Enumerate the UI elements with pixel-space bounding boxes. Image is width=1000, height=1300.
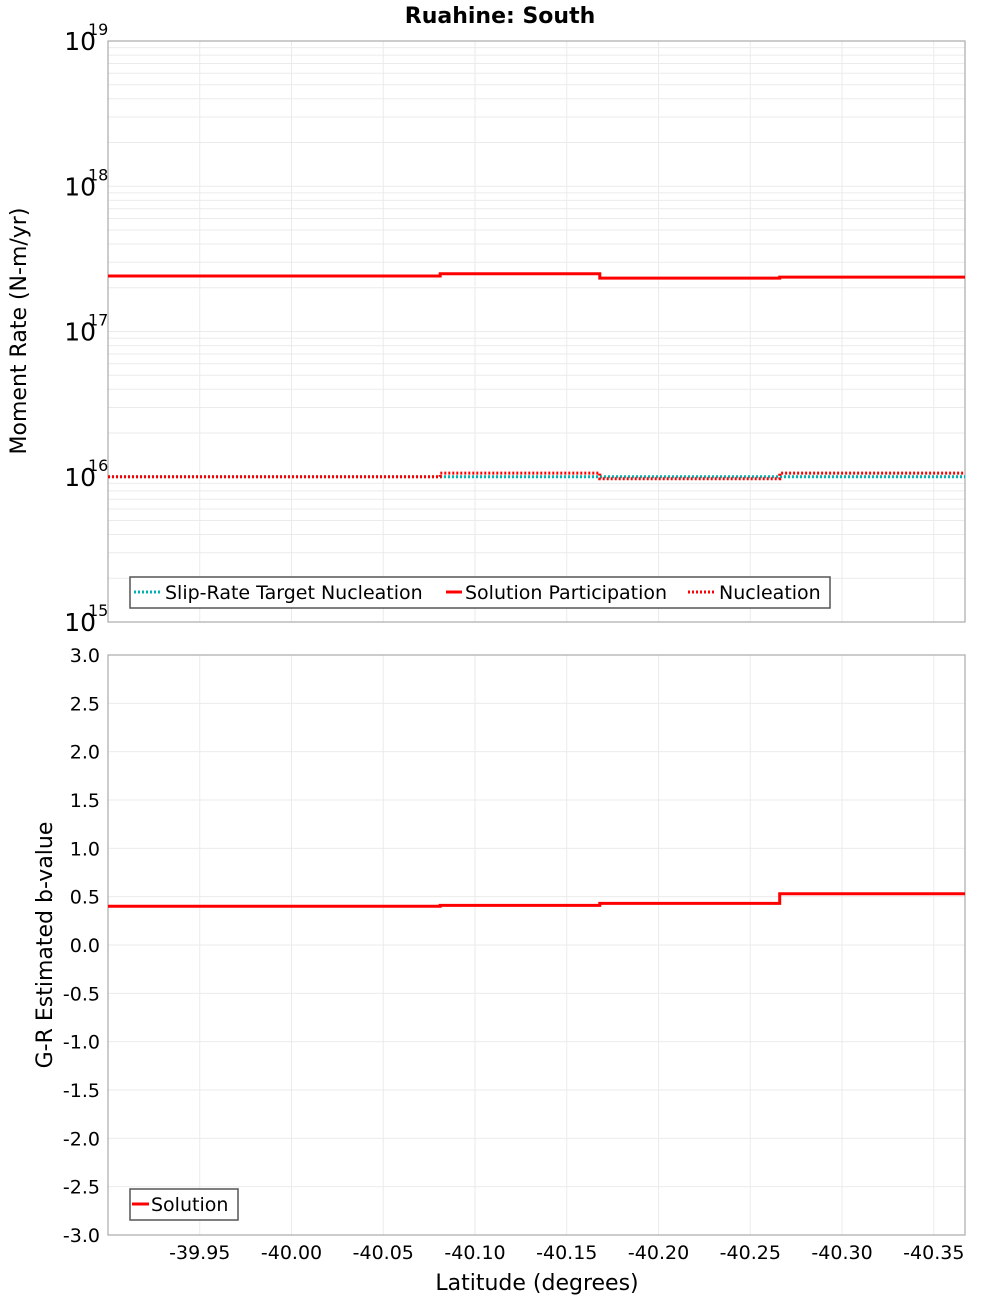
bottom-y-axis-label: G-R Estimated b-value [33,822,58,1069]
bottom-y-tick-label: 0.5 [70,887,100,909]
top-y-tick-label: 10 [64,463,96,492]
top-y-tick-label: 10 [64,608,96,637]
top-y-tick-label: 10 [64,27,96,56]
top-plot-frame [107,40,966,623]
top-series [108,272,965,481]
legend-solution-label: Solution [151,1194,228,1216]
top-y-tick-exponent: 18 [88,165,108,184]
bottom-y-tick-label: -1.0 [63,1032,100,1054]
bottom-y-tick-label: 0.0 [70,935,100,957]
bottom-y-tick-label: -2.5 [63,1177,100,1199]
legend-nucleation-label: Nucleation [719,582,821,604]
series-solution-participation [108,272,965,280]
bottom-y-tick-label: 1.0 [70,838,100,860]
x-axis-ticks: -39.95 -40.00 -40.05 -40.10 -40.15 -40.20 -40.… [169,1242,964,1264]
bottom-y-tick-label: 3.0 [70,645,100,667]
top-y-tick-exponent: 15 [88,601,108,620]
top-y-tick-exponent: 17 [88,311,108,330]
bottom-y-tick-label: 2.5 [70,693,100,715]
legend-participation-label: Solution Participation [465,582,667,604]
x-tick-label: -40.10 [444,1242,505,1264]
series-solution [108,892,965,908]
x-tick-label: -40.25 [720,1242,781,1264]
top-y-tick-exponent: 16 [88,456,108,475]
bottom-plot-frame [107,654,966,1236]
x-tick-label: -40.15 [536,1242,597,1264]
x-tick-label: -40.35 [903,1242,964,1264]
x-tick-label: -39.95 [169,1242,230,1264]
bottom-y-ticks: 3.0 2.5 2.0 1.5 1.0 0.5 0.0 -0.5 -1.0 -1.5 -2.0 -2.… [63,645,100,1247]
bottom-panel: 3.0 2.5 2.0 1.5 1.0 0.5 0.0 -0.5 -1.0 -1.5 -2.0 -2.… [33,645,966,1296]
series-nucleation [108,471,965,481]
bottom-y-tick-label: -1.5 [63,1080,100,1102]
bottom-y-tick-label: 1.5 [70,790,100,812]
bottom-y-tick-label: -0.5 [63,983,100,1005]
top-y-axis-label: Moment Rate (N-m/yr) [7,208,32,455]
x-tick-label: -40.05 [353,1242,414,1264]
top-y-tick-label: 10 [64,318,96,347]
bottom-grid [108,654,965,1236]
bottom-legend: Solution [129,1188,239,1221]
bottom-y-tick-label: 2.0 [70,742,100,764]
x-tick-label: -40.30 [811,1242,872,1264]
bottom-y-tick-label: -2.0 [63,1128,100,1150]
x-tick-label: -40.20 [628,1242,689,1264]
chart-title: Ruahine: South [405,4,596,29]
legend-target-label: Slip-Rate Target Nucleation [165,582,423,604]
top-legend: Slip-Rate Target Nucleation Solution Par… [129,576,831,609]
x-axis-label: Latitude (degrees) [435,1271,638,1296]
bottom-y-tick-label: -3.0 [63,1225,100,1247]
bottom-series [108,892,965,908]
x-tick-label: -40.00 [261,1242,322,1264]
top-y-tick-exponent: 19 [88,20,108,39]
top-y-tick-label: 10 [64,172,96,201]
